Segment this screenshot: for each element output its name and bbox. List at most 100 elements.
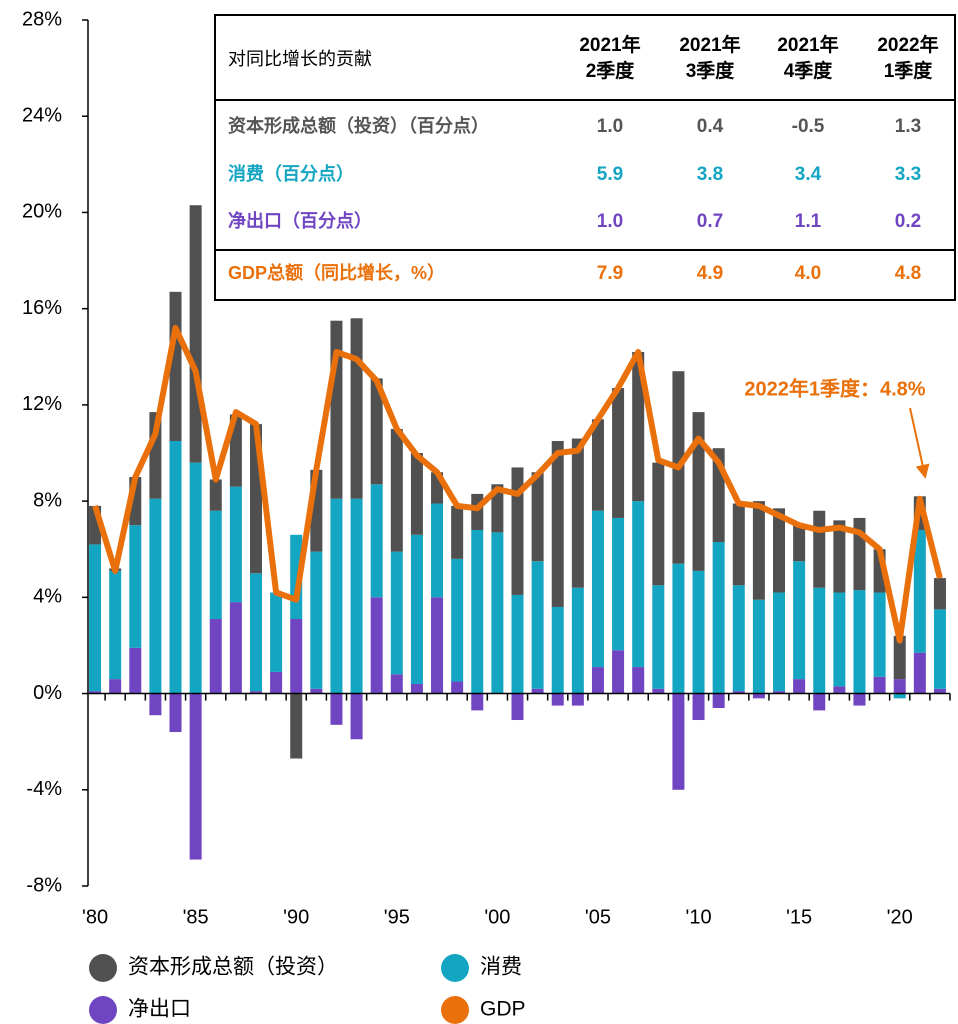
bar [571,587,584,694]
legend-swatch [441,954,469,982]
bar [813,510,826,588]
legend-label: GDP [480,998,526,1021]
bar [330,693,343,725]
bar [410,453,423,535]
bar [571,438,584,588]
bar [229,486,242,603]
cell: 1.3 [895,116,921,137]
bar [431,503,444,598]
row-label: 资本形成总额（投资）（百分点） [228,115,489,136]
x-tick-label: '00 [484,906,510,928]
bar [350,318,363,499]
bar [169,291,182,441]
bar [632,667,645,694]
bar [370,484,383,598]
annotation-arrow [909,407,930,479]
bar [571,693,584,706]
table: 对同比增长的贡献 2021年 2季度 2021年 3季度 2021年 4季度 2022年 1季度… [214,14,956,301]
bar [732,691,745,694]
bar [551,440,564,607]
bar [390,551,403,675]
bar [692,412,705,571]
bar [933,688,946,694]
x-tick-label: '95 [384,906,410,928]
x-tick-label: '05 [585,906,611,928]
cell: -0.5 [792,116,825,137]
bar [89,544,102,692]
x-tick-label: '15 [786,906,812,928]
bar [330,320,343,499]
column-header: 2季度 [586,59,636,82]
column-header: 2021年 [679,33,740,56]
bar [893,635,906,680]
bar [189,462,202,694]
bar [612,517,625,651]
bar [591,510,604,668]
column-header: 1季度 [884,59,934,82]
bar [632,501,645,668]
bar [893,679,906,694]
bar [913,529,926,653]
cell: 1.0 [597,116,623,137]
bar [752,599,765,694]
bar [873,676,886,694]
bar [813,587,826,694]
bar [270,671,283,694]
cell: 0.7 [697,211,723,232]
bar [732,585,745,692]
bar [129,647,142,694]
bar [652,688,665,694]
bar [471,529,484,694]
bar [511,594,524,694]
bar [491,484,504,533]
bar [370,597,383,694]
bar [109,570,122,680]
bar [390,428,403,552]
bar [873,592,886,677]
bar [169,693,182,733]
bar [189,205,202,463]
cell: 4.8 [895,263,921,284]
bar [591,667,604,694]
bar [853,590,866,694]
bar [209,479,222,511]
bar [833,592,846,687]
bar [712,693,725,708]
y-tick-label: -8% [26,874,62,896]
column-header: 2022年 [877,33,938,56]
bar [249,691,262,694]
bar [531,688,544,694]
x-tick-label: '90 [283,906,309,928]
bar [773,592,786,692]
bar [531,561,544,689]
cell: 3.4 [795,164,822,185]
bar [451,681,464,694]
bar [109,679,122,694]
bar [149,498,162,694]
bar [350,498,363,694]
y-tick-label: 16% [22,297,62,319]
bar [189,693,202,860]
legend-swatch [89,996,117,1024]
bar [511,693,524,721]
row-label: 净出口（百分点） [228,210,372,231]
row-label: 消费（百分点） [228,163,354,184]
bar [652,585,665,689]
table-header: 对同比增长的贡献 [228,49,372,69]
cell: 1.1 [795,211,822,232]
bar [692,570,705,694]
bar [229,602,242,694]
bar [773,508,786,593]
bar [752,693,765,699]
bar [813,693,826,711]
bar [833,686,846,694]
bar [632,351,645,502]
bar [290,618,303,694]
bar [531,472,544,562]
y-tick-label: 24% [22,105,62,127]
y-tick-label: 12% [22,393,62,415]
bar [913,652,926,694]
bar [752,501,765,600]
bar [612,650,625,694]
